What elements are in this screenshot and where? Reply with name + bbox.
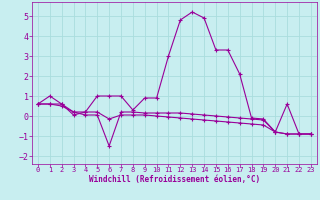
X-axis label: Windchill (Refroidissement éolien,°C): Windchill (Refroidissement éolien,°C) xyxy=(89,175,260,184)
